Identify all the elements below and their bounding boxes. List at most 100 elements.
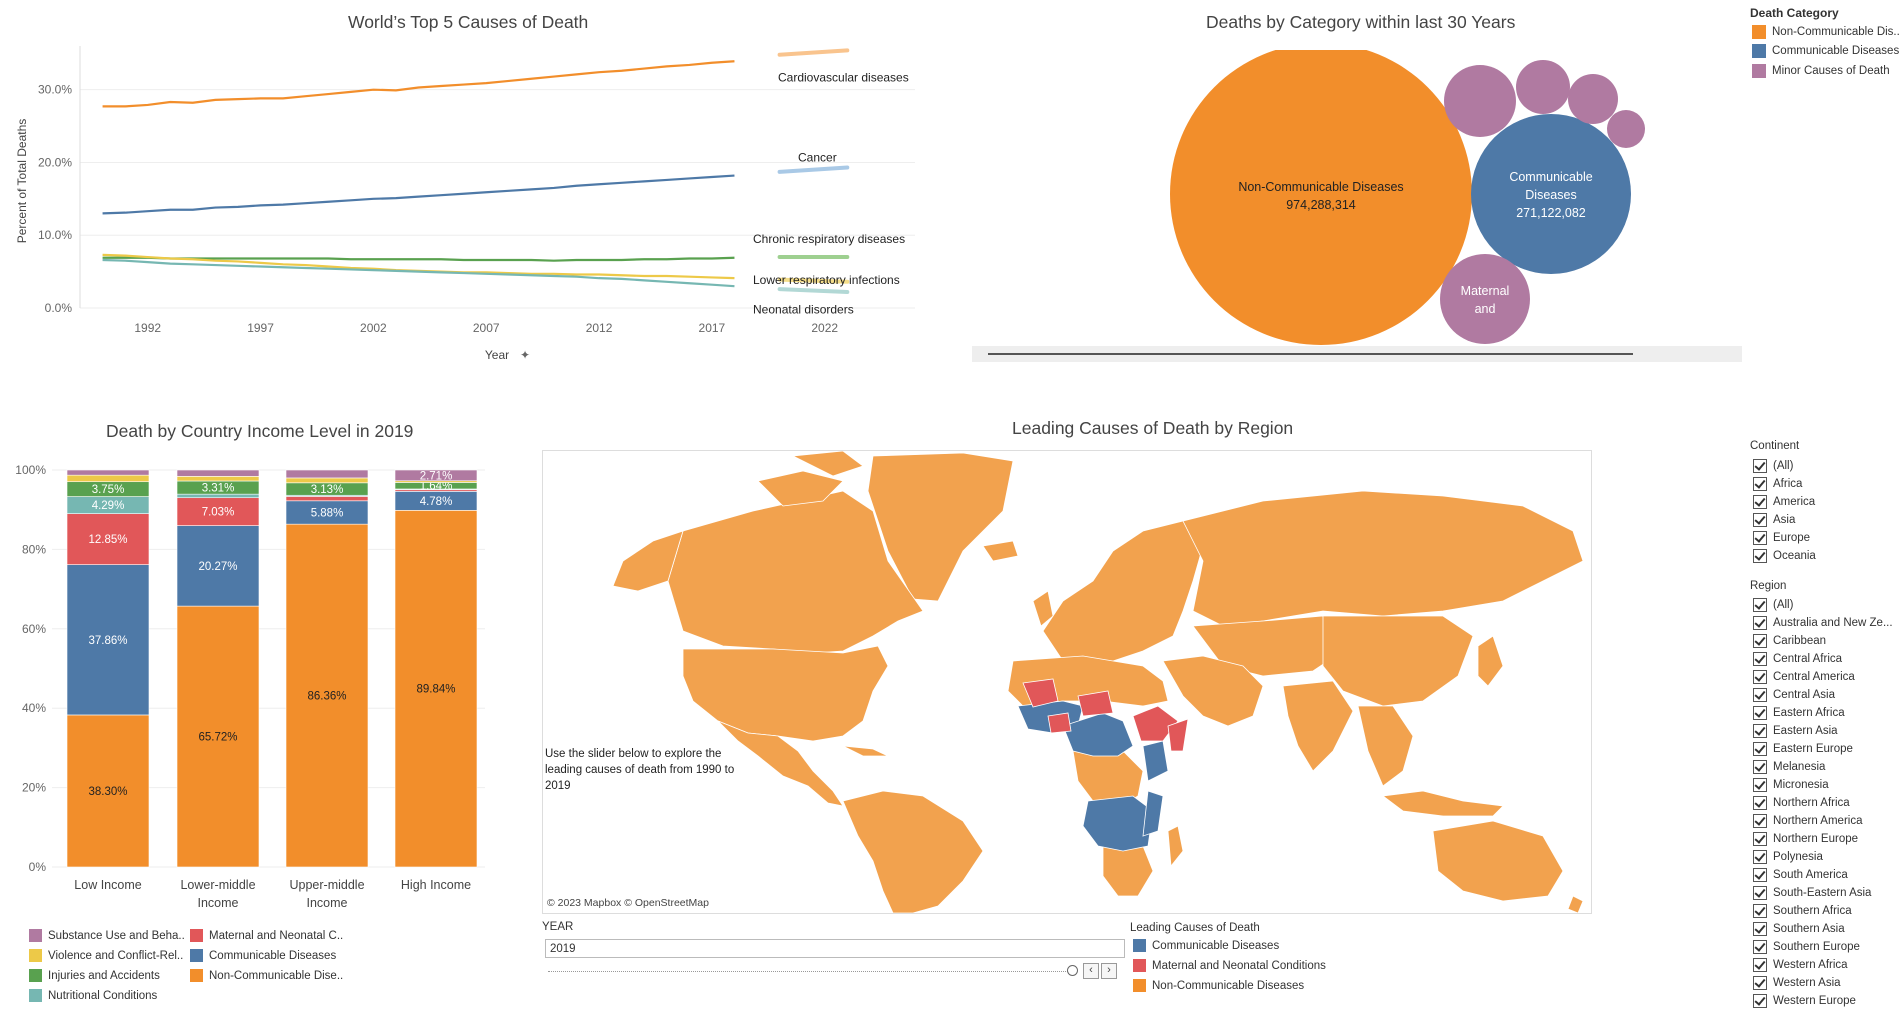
legend-label: Minor Causes of Death	[1772, 65, 1890, 77]
region-label: Polynesia	[1773, 850, 1823, 863]
bar-legend-maternal[interactable]: Maternal and Neonatal C..	[190, 929, 343, 942]
checkbox-checked-icon[interactable]	[1753, 705, 1767, 720]
checkbox-checked-icon[interactable]	[1753, 530, 1767, 545]
bubble-minor-2[interactable]	[1516, 60, 1570, 114]
region-checkbox-item[interactable]: Northern America	[1753, 812, 1862, 829]
checkbox-checked-icon[interactable]	[1753, 993, 1767, 1008]
death-category-legend-title: Death Category	[1750, 6, 1839, 20]
horizontal-scrollbar[interactable]	[988, 353, 1633, 355]
checkbox-checked-icon[interactable]	[1753, 597, 1767, 612]
bubble-non-communicable[interactable]	[1170, 50, 1472, 345]
year-slider-track[interactable]	[548, 971, 1072, 973]
map-legend-non-communicable[interactable]: Non-Communicable Diseases	[1133, 979, 1304, 992]
region-checkbox-item[interactable]: Eastern Europe	[1753, 740, 1853, 757]
y-tick-label: 40%	[22, 701, 46, 715]
bubble-minor-4[interactable]	[1607, 110, 1645, 148]
checkbox-checked-icon[interactable]	[1753, 885, 1767, 900]
checkbox-checked-icon[interactable]	[1753, 615, 1767, 630]
y-tick-label: 60%	[22, 622, 46, 636]
region-checkbox-item[interactable]: South-Eastern Asia	[1753, 884, 1871, 901]
year-input[interactable]	[545, 939, 1125, 958]
region-checkbox-item[interactable]: Northern Africa	[1753, 794, 1850, 811]
region-checkbox-item[interactable]: Eastern Asia	[1753, 722, 1838, 739]
checkbox-checked-icon[interactable]	[1753, 849, 1767, 864]
checkbox-checked-icon[interactable]	[1753, 723, 1767, 738]
checkbox-checked-icon[interactable]	[1753, 651, 1767, 666]
region-checkbox-item[interactable]: Central America	[1753, 668, 1855, 685]
checkbox-checked-icon[interactable]	[1753, 741, 1767, 756]
x-tick-label: 2012	[586, 321, 613, 335]
continent-checkbox-item[interactable]: Europe	[1753, 529, 1810, 546]
checkbox-checked-icon[interactable]	[1753, 458, 1767, 473]
world-map[interactable]: Use the slider below to explore the lead…	[542, 450, 1592, 914]
map-legend-communicable[interactable]: Communicable Diseases	[1133, 939, 1279, 952]
region-checkbox-item[interactable]: Eastern Africa	[1753, 704, 1845, 721]
checkbox-checked-icon[interactable]	[1753, 759, 1767, 774]
checkbox-checked-icon[interactable]	[1753, 939, 1767, 954]
region-checkbox-item[interactable]: Micronesia	[1753, 776, 1829, 793]
region-checkbox-item[interactable]: Melanesia	[1753, 758, 1825, 775]
region-checkbox-item[interactable]: Western Asia	[1753, 974, 1841, 991]
checkbox-checked-icon[interactable]	[1753, 777, 1767, 792]
prev-year-button[interactable]: ‹	[1083, 963, 1099, 979]
next-year-button[interactable]: ›	[1101, 963, 1117, 979]
checkbox-checked-icon[interactable]	[1753, 633, 1767, 648]
region-checkbox-item[interactable]: Caribbean	[1753, 632, 1826, 649]
legend-item-non-communicable[interactable]: Non-Communicable Dis..	[1752, 25, 1900, 39]
bubble-minor-3[interactable]	[1568, 74, 1618, 124]
map-new-zealand	[1567, 895, 1584, 913]
continent-checkbox-item[interactable]: (All)	[1753, 457, 1793, 474]
region-checkbox-item[interactable]: Northern Europe	[1753, 830, 1858, 847]
bar-legend-violence[interactable]: Violence and Conflict-Rel..	[29, 949, 183, 962]
region-checkbox-item[interactable]: Central Africa	[1753, 650, 1842, 667]
region-label: Western Africa	[1773, 958, 1848, 971]
continent-checkbox-item[interactable]: America	[1753, 493, 1815, 510]
checkbox-checked-icon[interactable]	[1753, 687, 1767, 702]
checkbox-checked-icon[interactable]	[1753, 831, 1767, 846]
checkbox-checked-icon[interactable]	[1753, 957, 1767, 972]
bubble-communicable[interactable]	[1471, 114, 1631, 274]
bar-legend-substance[interactable]: Substance Use and Beha..	[29, 929, 185, 942]
map-attribution[interactable]: © 2023 Mapbox © OpenStreetMap	[547, 897, 709, 909]
year-slider-handle[interactable]	[1067, 965, 1078, 976]
continent-checkbox-item[interactable]: Oceania	[1753, 547, 1816, 564]
bubble-maternal[interactable]	[1440, 254, 1530, 344]
map-russia	[1182, 490, 1584, 627]
y-tick-label: 100%	[15, 463, 46, 477]
bubble-minor-1[interactable]	[1444, 65, 1516, 137]
bar-value-label: 89.84%	[416, 684, 455, 696]
checkbox-checked-icon[interactable]	[1753, 921, 1767, 936]
region-checkbox-item[interactable]: Western Europe	[1753, 992, 1856, 1009]
checkbox-checked-icon[interactable]	[1753, 813, 1767, 828]
region-checkbox-item[interactable]: Southern Asia	[1753, 920, 1845, 937]
legend-item-communicable[interactable]: Communicable Diseases	[1752, 44, 1899, 58]
checkbox-checked-icon[interactable]	[1753, 795, 1767, 810]
region-checkbox-item[interactable]: Central Asia	[1753, 686, 1835, 703]
bar-legend-non-communicable[interactable]: Non-Communicable Dise..	[190, 969, 343, 982]
continent-checkbox-item[interactable]: Africa	[1753, 475, 1802, 492]
region-checkbox-item[interactable]: Australia and New Ze...	[1753, 614, 1893, 631]
checkbox-checked-icon[interactable]	[1753, 975, 1767, 990]
checkbox-checked-icon[interactable]	[1753, 669, 1767, 684]
checkbox-checked-icon[interactable]	[1753, 548, 1767, 563]
bar-value-label: 12.85%	[88, 534, 127, 546]
region-checkbox-item[interactable]: (All)	[1753, 596, 1793, 613]
checkbox-checked-icon[interactable]	[1753, 476, 1767, 491]
bar-legend-communicable[interactable]: Communicable Diseases	[190, 949, 336, 962]
map-uk	[1032, 590, 1054, 627]
checkbox-checked-icon[interactable]	[1753, 494, 1767, 509]
bar-legend-nutritional[interactable]: Nutritional Conditions	[29, 989, 157, 1002]
checkbox-checked-icon[interactable]	[1753, 512, 1767, 527]
map-legend-maternal[interactable]: Maternal and Neonatal Conditions	[1133, 959, 1326, 972]
legend-item-minor[interactable]: Minor Causes of Death	[1752, 64, 1890, 78]
region-checkbox-item[interactable]: Polynesia	[1753, 848, 1823, 865]
bar-segment	[176, 497, 260, 526]
checkbox-checked-icon[interactable]	[1753, 903, 1767, 918]
region-checkbox-item[interactable]: Southern Europe	[1753, 938, 1860, 955]
continent-checkbox-item[interactable]: Asia	[1753, 511, 1795, 528]
checkbox-checked-icon[interactable]	[1753, 867, 1767, 882]
region-checkbox-item[interactable]: South America	[1753, 866, 1848, 883]
bar-legend-injuries[interactable]: Injuries and Accidents	[29, 969, 160, 982]
region-checkbox-item[interactable]: Western Africa	[1753, 956, 1848, 973]
region-checkbox-item[interactable]: Southern Africa	[1753, 902, 1852, 919]
